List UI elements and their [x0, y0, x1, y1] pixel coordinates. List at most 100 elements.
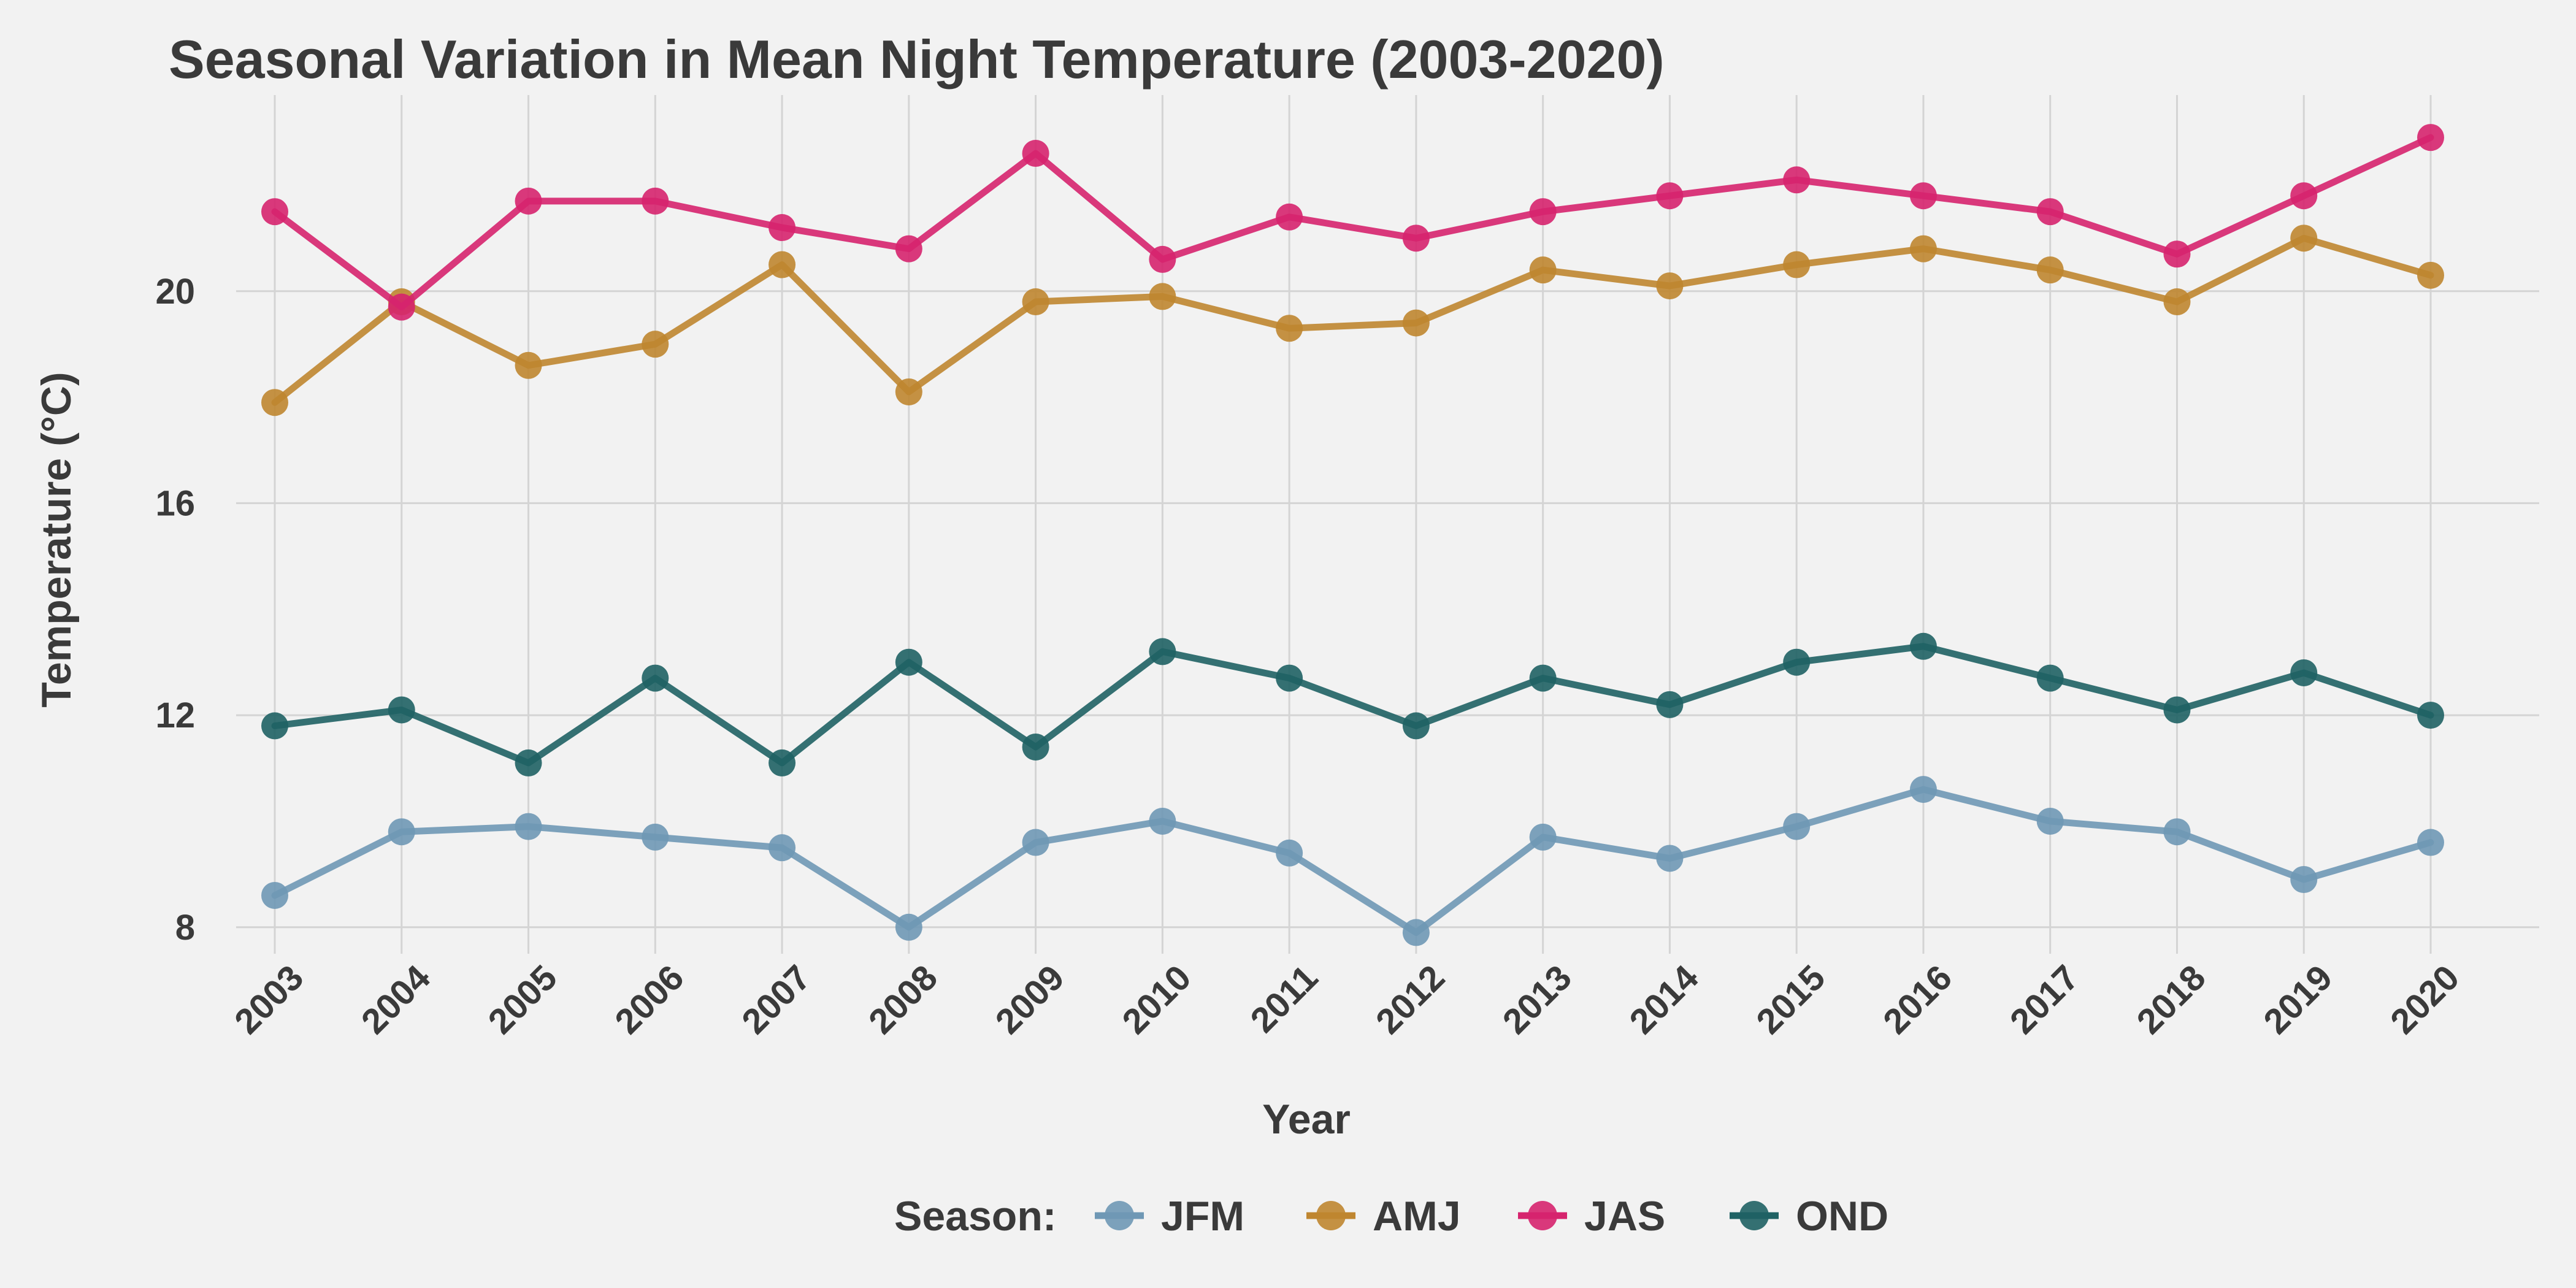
data-point-jas — [895, 235, 922, 263]
data-point-jas — [1402, 224, 1430, 252]
data-point-ond — [1276, 664, 1303, 692]
data-point-amj — [1149, 283, 1176, 310]
data-point-jfm — [1783, 813, 1811, 840]
series-amj — [261, 224, 2444, 416]
data-point-jas — [1656, 182, 1684, 210]
data-point-ond — [1656, 691, 1684, 718]
data-point-ond — [895, 648, 922, 676]
data-point-jfm — [769, 834, 796, 862]
x-tick-label: 2005 — [481, 957, 565, 1041]
legend-item-ond: OND — [1730, 1193, 1888, 1240]
legend-label: JAS — [1584, 1193, 1665, 1240]
data-point-jfm — [1656, 845, 1684, 872]
series-line-jfm — [271, 786, 2434, 936]
data-point-jas — [388, 293, 415, 321]
data-point-amj — [1529, 256, 1557, 284]
data-point-jfm — [1402, 919, 1430, 946]
data-point-amj — [2163, 288, 2191, 316]
data-point-jfm — [1022, 829, 1049, 856]
data-point-jas — [1529, 198, 1557, 226]
data-point-jas — [769, 214, 796, 242]
data-point-jfm — [2036, 807, 2064, 835]
x-tick-label: 2017 — [2003, 957, 2087, 1041]
data-point-ond — [1909, 632, 1937, 660]
legend-item-jfm: JFM — [1095, 1193, 1244, 1240]
series-line-jas — [271, 134, 2434, 311]
x-tick-label: 2016 — [1876, 957, 1960, 1041]
data-point-ond — [388, 696, 415, 724]
grid — [236, 95, 2539, 954]
data-point-amj — [1656, 272, 1684, 300]
data-point-ond — [261, 712, 288, 740]
x-tick-label: 2015 — [1749, 957, 1833, 1041]
x-axis-ticks: 2003 2004 2005 2006 2007 2008 2009 2010 2011 2012… — [227, 957, 2467, 1041]
data-point-ond — [1783, 648, 1811, 676]
x-tick-label: 2012 — [1368, 957, 1452, 1041]
x-tick-label: 2014 — [1622, 957, 1706, 1041]
x-tick-label: 2011 — [1243, 957, 1325, 1040]
data-point-jas — [1022, 140, 1049, 167]
data-point-jfm — [515, 813, 542, 840]
x-tick-label: 2007 — [734, 957, 818, 1041]
data-point-jfm — [1149, 807, 1176, 835]
data-point-jas — [1149, 245, 1176, 273]
x-tick-label: 2018 — [2129, 957, 2213, 1041]
data-point-amj — [1022, 288, 1049, 316]
data-point-jfm — [2163, 818, 2191, 846]
x-tick-label: 2013 — [1495, 957, 1579, 1041]
data-point-ond — [1149, 638, 1176, 665]
data-point-jfm — [2417, 829, 2444, 856]
series-jas — [261, 124, 2444, 321]
legend-item-jas: JAS — [1518, 1193, 1665, 1240]
data-point-ond — [769, 749, 796, 776]
data-point-ond — [2417, 702, 2444, 729]
x-tick-label: 2009 — [988, 957, 1072, 1041]
data-point-amj — [261, 389, 288, 416]
y-tick-label: 8 — [175, 908, 195, 948]
data-point-jfm — [1909, 776, 1937, 803]
y-tick-label: 12 — [155, 696, 195, 735]
data-point-ond — [2163, 696, 2191, 724]
x-tick-label: 2004 — [354, 957, 438, 1041]
data-point-jas — [1783, 166, 1811, 194]
data-point-amj — [642, 331, 669, 358]
legend-item-amj: AMJ — [1306, 1193, 1461, 1240]
legend: Season: JFM AMJ JAS OND — [894, 1193, 1888, 1240]
y-tick-label: 20 — [155, 272, 195, 312]
data-point-jas — [1909, 182, 1937, 210]
data-point-amj — [1402, 309, 1430, 337]
legend-label: AMJ — [1373, 1193, 1461, 1240]
legend-title: Season: — [894, 1193, 1057, 1240]
x-tick-label: 2019 — [2256, 957, 2340, 1041]
data-point-amj — [515, 351, 542, 379]
data-point-amj — [2290, 224, 2318, 252]
x-tick-label: 2008 — [861, 957, 945, 1041]
data-point-ond — [1022, 733, 1049, 761]
data-point-amj — [1909, 235, 1937, 263]
data-point-ond — [1529, 664, 1557, 692]
x-tick-label: 2006 — [607, 957, 691, 1041]
data-point-amj — [1276, 315, 1303, 342]
data-point-jfm — [2290, 866, 2318, 894]
data-point-jfm — [895, 913, 922, 941]
legend-label: JFM — [1161, 1193, 1244, 1240]
data-point-jfm — [388, 818, 415, 846]
data-point-amj — [1783, 251, 1811, 278]
data-point-amj — [769, 251, 796, 278]
data-point-jas — [515, 187, 542, 215]
data-point-amj — [895, 378, 922, 405]
series-ond — [261, 632, 2444, 776]
x-tick-label: 2003 — [227, 957, 311, 1041]
y-tick-label: 16 — [155, 483, 195, 523]
data-point-jfm — [1276, 839, 1303, 867]
data-point-ond — [2290, 659, 2318, 686]
data-point-amj — [2417, 261, 2444, 289]
data-point-ond — [515, 749, 542, 776]
data-point-jas — [2163, 240, 2191, 268]
data-point-jas — [1276, 203, 1303, 231]
chart-title: Seasonal Variation in Mean Night Tempera… — [169, 29, 1665, 90]
data-point-jas — [261, 198, 288, 226]
data-point-jfm — [1529, 823, 1557, 851]
